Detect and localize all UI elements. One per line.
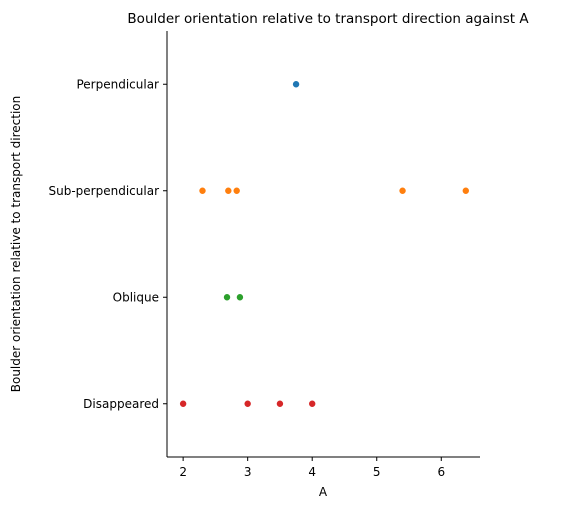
x-ticks: 2 3 4 5 6 [179, 457, 445, 479]
chart-title: Boulder orientation relative to transpor… [127, 11, 529, 27]
x-tick-label: 2 [179, 465, 187, 479]
x-tick-label: 4 [308, 465, 316, 479]
point-disappeared [309, 400, 316, 407]
data-points [179, 81, 470, 407]
y-axis-label: Boulder orientation relative to transpor… [9, 96, 23, 393]
point-disappeared [276, 400, 284, 407]
point-sub-perpendicular [199, 187, 206, 194]
y-tick-label-perpendicular: Perpendicular [76, 77, 159, 91]
point-sub-perpendicular [225, 187, 232, 194]
x-tick-label: 5 [373, 465, 381, 479]
x-tick-label: 3 [244, 465, 252, 479]
y-tick-label-oblique: Oblique [113, 290, 159, 304]
point-disappeared [244, 400, 251, 407]
x-axis-label: A [319, 485, 328, 499]
point-perpendicular [292, 81, 300, 88]
point-oblique [236, 294, 244, 301]
y-tick-label-disappeared: Disappeared [83, 397, 159, 411]
point-sub-perpendicular [233, 187, 240, 194]
point-oblique [223, 294, 231, 301]
point-disappeared [179, 400, 187, 407]
y-tick-label-sub-perpendicular: Sub-perpendicular [49, 184, 160, 198]
point-sub-perpendicular [462, 187, 470, 194]
point-sub-perpendicular [399, 187, 406, 194]
x-tick-label: 6 [437, 465, 445, 479]
y-ticks: Perpendicular Sub-perpendicular Oblique Dis… [49, 77, 167, 411]
